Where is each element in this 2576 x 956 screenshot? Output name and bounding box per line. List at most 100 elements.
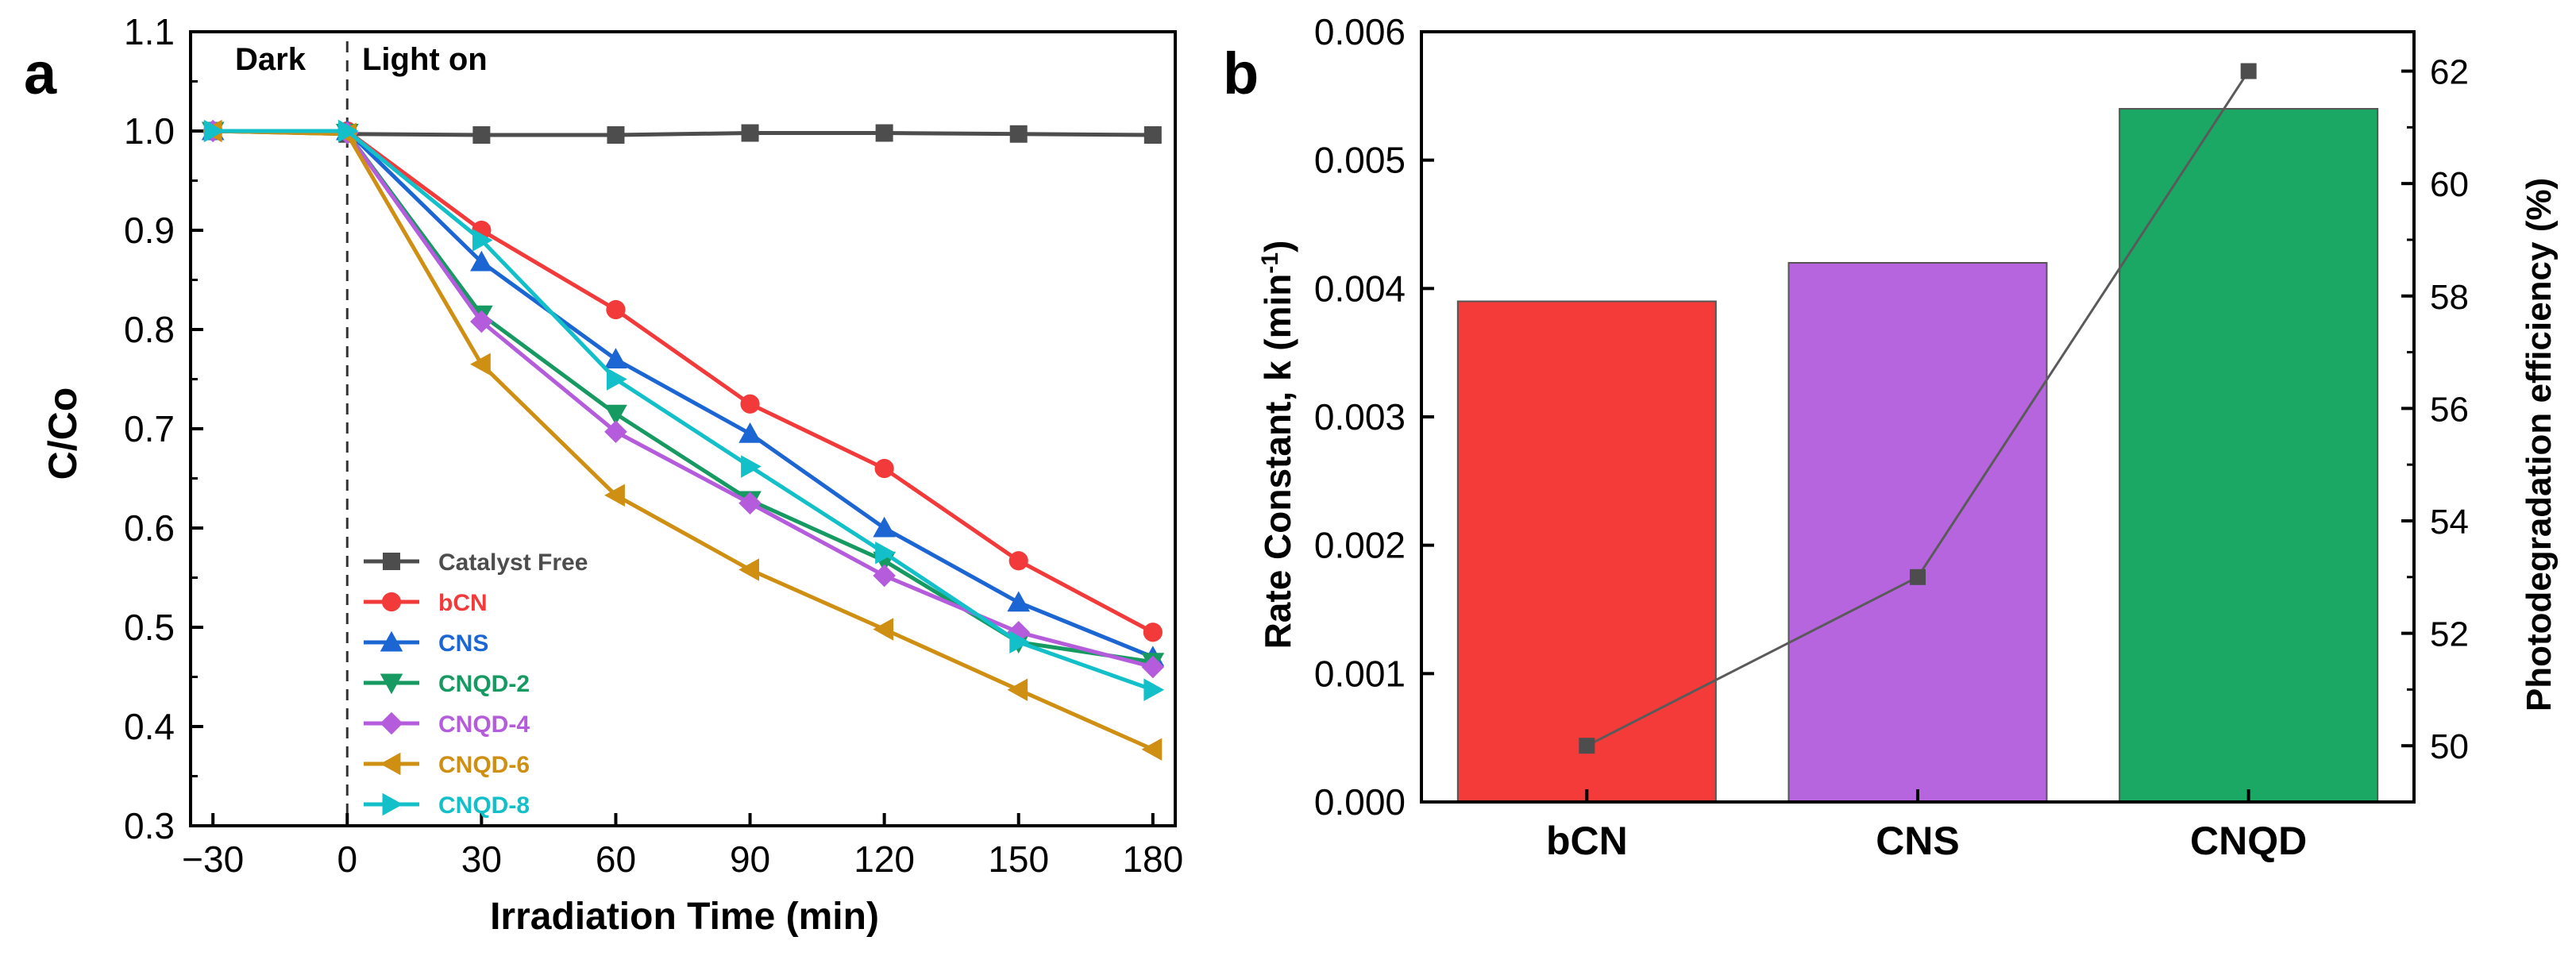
data-point xyxy=(1008,551,1028,571)
legend-marker xyxy=(383,553,400,570)
data-point xyxy=(1009,630,1031,654)
data-point xyxy=(873,618,894,641)
right-y-tick-label: 52 xyxy=(2430,615,2469,654)
x-tick-label: −30 xyxy=(182,838,244,880)
bar-cnqd xyxy=(2119,108,2379,803)
series-line-cnqd-4 xyxy=(213,129,1154,669)
data-point xyxy=(875,541,896,565)
legend-marker xyxy=(380,711,403,735)
panel-b-letter: b xyxy=(1223,40,1259,106)
data-point xyxy=(1143,126,1162,144)
x-tick-label: 180 xyxy=(1122,838,1183,880)
y-tick-label: 0.3 xyxy=(124,805,175,846)
legend: Catalyst Free bCN CNS CNQD-2 CNQD-4 CNQD-6 CNQ… xyxy=(364,549,588,819)
series-line-catalyst-free xyxy=(213,129,1153,137)
panel-a-line-chart: a −30 0 30 60 90 120 150 180 0.3 0.4 0.5 0.6 0.7 0.8 0… xyxy=(24,11,1183,938)
right-y-tick-label: 54 xyxy=(2430,503,2469,542)
category-label-bcn: bCN xyxy=(1546,819,1628,863)
legend-item-cns: CNS xyxy=(364,630,488,657)
panel-a-y-axis-title: C/Co xyxy=(40,387,85,480)
right-y-tick-label: 58 xyxy=(2430,278,2469,317)
y-tick-label: 0.5 xyxy=(124,607,175,648)
data-point xyxy=(874,458,894,479)
series-line-cnqd-6 xyxy=(213,129,1154,752)
legend-item-cnqd-4: CNQD-4 xyxy=(364,711,530,738)
data-point xyxy=(1009,125,1028,143)
efficiency-point xyxy=(2240,63,2257,79)
legend-label: bCN xyxy=(438,590,488,616)
y-tick-label: 1.1 xyxy=(124,11,175,52)
light-on-annotation: Light on xyxy=(362,42,488,77)
data-point xyxy=(604,404,627,426)
data-point xyxy=(604,420,627,444)
legend-item-cnqd-8: CNQD-8 xyxy=(364,792,530,819)
panel-a-plot-frame xyxy=(189,30,1177,827)
data-point xyxy=(1141,738,1163,761)
efficiency-point xyxy=(1579,738,1595,754)
legend-item-cnqd-2: CNQD-2 xyxy=(364,671,530,697)
legend-label: CNQD-8 xyxy=(438,792,530,819)
x-tick-label: 150 xyxy=(988,838,1049,880)
y-tick-label: 0.4 xyxy=(124,706,175,747)
x-tick-label: 60 xyxy=(596,838,636,880)
y-tick-label: 0.8 xyxy=(124,309,175,350)
legend-label: CNQD-6 xyxy=(438,752,530,778)
x-tick-label: 90 xyxy=(730,838,770,880)
bar-bcn xyxy=(1456,300,1717,803)
right-y-tick-label: 62 xyxy=(2430,53,2469,92)
legend-marker xyxy=(380,752,401,776)
left-y-tick-label: 0.002 xyxy=(1314,525,1406,566)
dark-annotation: Dark xyxy=(235,42,307,77)
data-point xyxy=(741,455,762,478)
data-point xyxy=(1007,620,1031,644)
legend-item-catalyst-free: Catalyst Free xyxy=(364,549,588,576)
category-label-cnqd: CNQD xyxy=(2190,819,2307,863)
right-y-tick-label: 60 xyxy=(2430,165,2469,204)
efficiency-point xyxy=(1910,569,1926,585)
data-point xyxy=(740,394,760,414)
legend-marker xyxy=(382,792,403,816)
data-point xyxy=(470,250,493,272)
data-point xyxy=(606,299,626,320)
left-y-tick-label: 0.001 xyxy=(1314,653,1406,694)
left-y-tick-label: 0.000 xyxy=(1314,781,1406,823)
data-point xyxy=(741,124,759,142)
data-point xyxy=(1143,678,1165,702)
legend-label: CNQD-4 xyxy=(438,711,530,738)
left-y-tick-label: 0.003 xyxy=(1314,396,1406,438)
legend-item-cnqd-6: CNQD-6 xyxy=(364,752,530,778)
panel-a-x-axis-title: Irradiation Time (min) xyxy=(490,896,879,938)
panel-a-letter: a xyxy=(24,40,57,106)
data-point xyxy=(1141,655,1165,679)
data-point xyxy=(607,368,627,391)
category-label-cns: CNS xyxy=(1876,819,1960,863)
data-point xyxy=(873,516,896,538)
data-point xyxy=(873,564,896,588)
x-tick-label: 120 xyxy=(854,838,915,880)
data-point xyxy=(738,491,762,515)
data-point xyxy=(875,124,893,142)
bar-cns xyxy=(1787,262,2048,803)
legend-marker xyxy=(380,673,403,695)
x-tick-label: 0 xyxy=(337,838,357,880)
legend-label: CNS xyxy=(438,630,488,657)
series-cnqd-6 xyxy=(201,119,1163,761)
panel-b-right-axis-title: Photodegradation efficiency (%) xyxy=(2520,178,2559,711)
data-point xyxy=(604,484,625,507)
panel-b-bar-chart: b 0.000 0.001 0.002 0.003 0.004 0.005 0.006 50 5… xyxy=(1223,11,2559,863)
series-line-cns xyxy=(213,129,1154,659)
series-cnqd-8 xyxy=(203,119,1165,702)
legend-item-bcn: bCN xyxy=(364,590,488,616)
series-line-cnqd-8 xyxy=(213,129,1154,692)
y-tick-label: 1.0 xyxy=(124,110,175,152)
data-point xyxy=(337,119,359,143)
series-cns xyxy=(201,119,1165,666)
data-point xyxy=(1007,678,1028,702)
data-point xyxy=(1143,623,1163,642)
right-y-tick-label: 56 xyxy=(2430,390,2469,429)
left-y-tick-label: 0.005 xyxy=(1314,140,1406,181)
panel-b-left-axis-title: Rate Constant, k (min-1) xyxy=(1257,241,1298,650)
data-point xyxy=(472,126,491,144)
left-y-tick-label: 0.004 xyxy=(1314,268,1406,309)
